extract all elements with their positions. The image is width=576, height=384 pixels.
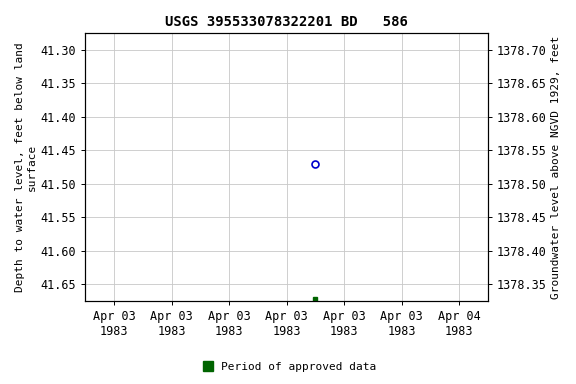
Y-axis label: Groundwater level above NGVD 1929, feet: Groundwater level above NGVD 1929, feet <box>551 35 561 299</box>
Y-axis label: Depth to water level, feet below land
surface: Depth to water level, feet below land su… <box>15 42 37 292</box>
Legend: Period of approved data: Period of approved data <box>195 358 381 377</box>
Title: USGS 395533078322201 BD   586: USGS 395533078322201 BD 586 <box>165 15 408 29</box>
